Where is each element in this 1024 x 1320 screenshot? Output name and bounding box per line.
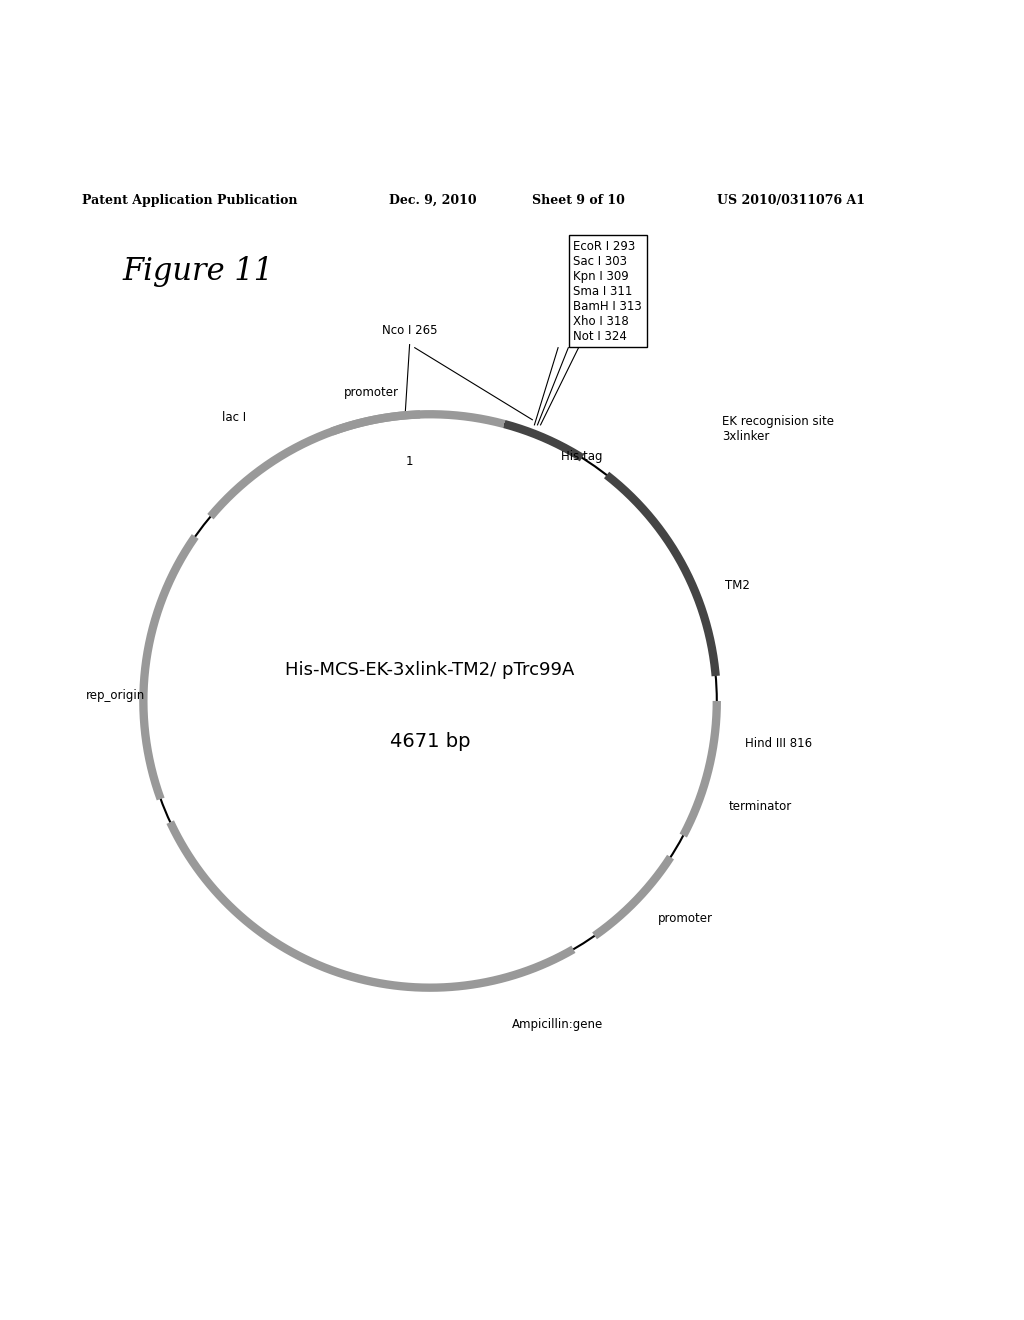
Text: His tag: His tag (561, 450, 602, 463)
Text: Ampicillin:gene: Ampicillin:gene (512, 1019, 603, 1031)
Text: lac I: lac I (221, 411, 246, 424)
Text: Hind III 816: Hind III 816 (744, 737, 812, 750)
Text: EK recognision site
3xlinker: EK recognision site 3xlinker (722, 414, 834, 442)
Text: US 2010/0311076 A1: US 2010/0311076 A1 (717, 194, 865, 207)
Text: rep_origin: rep_origin (86, 689, 145, 702)
Text: Nco I 265: Nco I 265 (382, 325, 437, 338)
Text: Sheet 9 of 10: Sheet 9 of 10 (532, 194, 626, 207)
Text: Figure 11: Figure 11 (123, 256, 274, 286)
Text: Dec. 9, 2010: Dec. 9, 2010 (389, 194, 477, 207)
Text: 1: 1 (406, 455, 414, 469)
Text: His-MCS-EK-3xlink-TM2/ pTrc99A: His-MCS-EK-3xlink-TM2/ pTrc99A (286, 661, 574, 680)
Text: terminator: terminator (729, 800, 793, 813)
Text: EcoR I 293
Sac I 303
Kpn I 309
Sma I 311
BamH I 313
Xho I 318
Not I 324: EcoR I 293 Sac I 303 Kpn I 309 Sma I 311… (573, 239, 642, 343)
Text: TM2: TM2 (725, 579, 750, 593)
Text: 4671 bp: 4671 bp (390, 733, 470, 751)
Text: promoter: promoter (657, 912, 713, 925)
Text: promoter: promoter (344, 385, 399, 399)
Text: Patent Application Publication: Patent Application Publication (82, 194, 297, 207)
